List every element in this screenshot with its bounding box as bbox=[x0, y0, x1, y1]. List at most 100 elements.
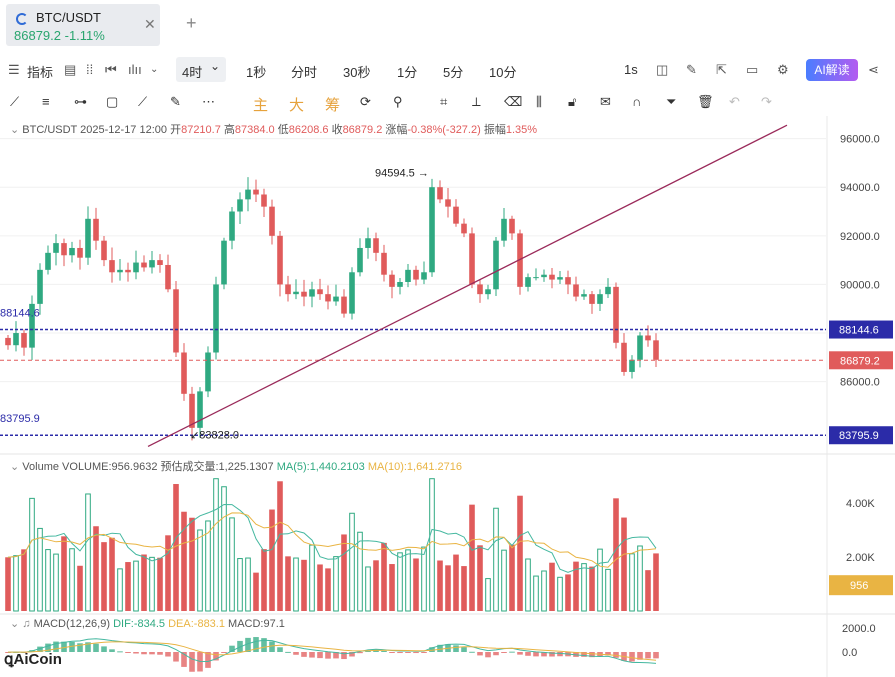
macd-bar bbox=[509, 651, 515, 653]
macd-bar bbox=[301, 652, 307, 657]
volume-bar bbox=[581, 563, 587, 612]
interval-10m[interactable]: 10分 bbox=[489, 65, 517, 80]
candle-body bbox=[621, 342, 627, 372]
brush-tool-icon[interactable]: ✎ bbox=[170, 94, 181, 109]
interval-timeshare[interactable]: 分时 bbox=[291, 65, 318, 80]
rectangle-tool-icon[interactable]: ▢ bbox=[106, 94, 119, 109]
macd-bar bbox=[117, 651, 123, 653]
export-icon[interactable]: ⇱ bbox=[716, 62, 727, 77]
macd-bar bbox=[533, 652, 539, 657]
volume-bar bbox=[549, 562, 555, 611]
indicator-button[interactable]: 指标 bbox=[27, 65, 54, 80]
volume-bar bbox=[637, 545, 643, 612]
macd-bar bbox=[109, 649, 115, 652]
edit-icon[interactable]: ✎ bbox=[686, 62, 697, 77]
indicator-icon[interactable]: ☰ bbox=[8, 62, 20, 77]
collapse-icon[interactable]: ⌄ bbox=[10, 461, 20, 473]
ruler-icon[interactable]: ⟂ bbox=[472, 94, 481, 109]
sync-icon[interactable]: ⟳ bbox=[360, 94, 371, 109]
filter-icon[interactable]: ⏷ bbox=[666, 94, 677, 109]
add-tab-icon[interactable]: + bbox=[186, 13, 197, 33]
measure-icon[interactable]: ⚲ bbox=[393, 94, 403, 109]
chart-type-icon[interactable]: ılıı bbox=[128, 62, 142, 77]
candle-body bbox=[309, 289, 315, 297]
macd-bar bbox=[413, 652, 419, 654]
undo-icon[interactable]: ↶ bbox=[729, 94, 740, 109]
macd-bar bbox=[389, 652, 395, 653]
macd-bar bbox=[653, 652, 659, 659]
note-icon[interactable]: ⌗ bbox=[440, 94, 448, 109]
collapse-icon[interactable]: ⌄ bbox=[10, 618, 20, 630]
volume-bar bbox=[53, 553, 59, 612]
delete-icon[interactable]: 🗑︎ bbox=[697, 94, 714, 109]
symbol-tab[interactable]: BTC/USDT 86879.2 -1.11% ✕ bbox=[6, 4, 160, 46]
alert-icon[interactable]: ✉ bbox=[600, 94, 611, 109]
volume-bar bbox=[285, 556, 291, 611]
volume-estimate: 预估成交量:1,225.1307 bbox=[160, 461, 274, 473]
horizontal-line-icon[interactable]: ⊶ bbox=[74, 94, 87, 109]
template-icon[interactable]: ▤ bbox=[64, 62, 77, 77]
parallel-lines-icon[interactable]: ≡ bbox=[42, 94, 50, 109]
candle-body bbox=[341, 296, 347, 314]
more-tools-icon[interactable]: ⋯ bbox=[202, 94, 215, 109]
camera-icon[interactable]: ◫ bbox=[656, 62, 669, 77]
macd-bar bbox=[229, 645, 235, 652]
macd-bar bbox=[485, 652, 491, 658]
macd-bar bbox=[205, 652, 211, 668]
interval-30s[interactable]: 30秒 bbox=[343, 65, 371, 80]
volume-bar bbox=[221, 486, 227, 612]
close-icon[interactable]: ✕ bbox=[144, 16, 156, 32]
rewind-icon[interactable]: ⏮ bbox=[105, 62, 117, 77]
macd-bar bbox=[37, 646, 43, 652]
ray-tool-icon[interactable]: ⟋ bbox=[138, 94, 148, 109]
interval-selector[interactable]: 4时 ⌄ bbox=[176, 57, 226, 82]
main-force-button[interactable]: 主 bbox=[253, 97, 269, 114]
volume-ma-line bbox=[7, 503, 657, 573]
candle-icon[interactable]: ⫼ bbox=[536, 94, 542, 109]
macd-bar bbox=[525, 652, 531, 656]
candle-body bbox=[357, 247, 363, 273]
volume-bar bbox=[621, 517, 627, 611]
candle-body bbox=[229, 211, 235, 241]
macd-bar bbox=[149, 652, 155, 655]
macd-bar bbox=[157, 652, 163, 655]
share-icon[interactable]: ⋖ bbox=[868, 62, 879, 77]
lock-icon[interactable]: 🔓︎ bbox=[568, 94, 577, 109]
eraser-icon[interactable]: ⌫ bbox=[504, 94, 523, 109]
macd-label: MACD(12,26,9) bbox=[33, 618, 111, 630]
magnet-icon[interactable]: ∩ bbox=[632, 94, 642, 109]
interval-5m[interactable]: 5分 bbox=[443, 65, 464, 80]
candle-body bbox=[405, 269, 411, 282]
big-order-button[interactable]: 大 bbox=[289, 97, 305, 114]
chip-button[interactable]: 筹 bbox=[325, 97, 341, 114]
interval-active: 4时 bbox=[182, 65, 203, 80]
trendline-tool-icon[interactable]: ⟋ bbox=[10, 94, 20, 109]
macd-bar bbox=[421, 652, 427, 653]
low-annotation: ↙83828.0 bbox=[190, 429, 239, 441]
interval-1s[interactable]: 1秒 bbox=[246, 65, 267, 80]
macd-bar bbox=[213, 652, 219, 661]
macd-bar bbox=[365, 650, 371, 652]
bell-icon[interactable]: ♫ bbox=[22, 618, 31, 630]
volume-bar bbox=[229, 517, 235, 612]
interval-1m[interactable]: 1分 bbox=[397, 65, 418, 80]
volume-bar bbox=[181, 511, 187, 611]
macd-dea: DEA:-883.1 bbox=[168, 618, 225, 630]
compare-icon[interactable]: ⁞⁞ bbox=[86, 62, 94, 77]
layout-icon[interactable]: ▭ bbox=[746, 62, 759, 77]
candle-body bbox=[77, 247, 83, 258]
candle-body bbox=[149, 260, 155, 268]
macd-bar bbox=[397, 652, 403, 654]
settings-icon[interactable]: ⚙ bbox=[777, 62, 789, 77]
candle-body bbox=[501, 218, 507, 241]
price-chart[interactable]: 86000.088000.090000.092000.094000.096000… bbox=[0, 116, 895, 677]
redo-icon[interactable]: ↷ bbox=[761, 94, 772, 109]
volume-bar bbox=[477, 545, 483, 611]
y-tick-label: 94000.0 bbox=[840, 182, 880, 194]
tab-price-value: 86879.2 bbox=[14, 28, 61, 43]
chevron-down-icon[interactable]: ⌄ bbox=[150, 64, 159, 75]
volume-bar bbox=[77, 565, 83, 611]
interval-right[interactable]: 1s bbox=[624, 62, 638, 77]
ai-interpret-button[interactable]: AI解读 bbox=[806, 59, 858, 81]
collapse-icon[interactable]: ⌄ bbox=[10, 124, 20, 136]
